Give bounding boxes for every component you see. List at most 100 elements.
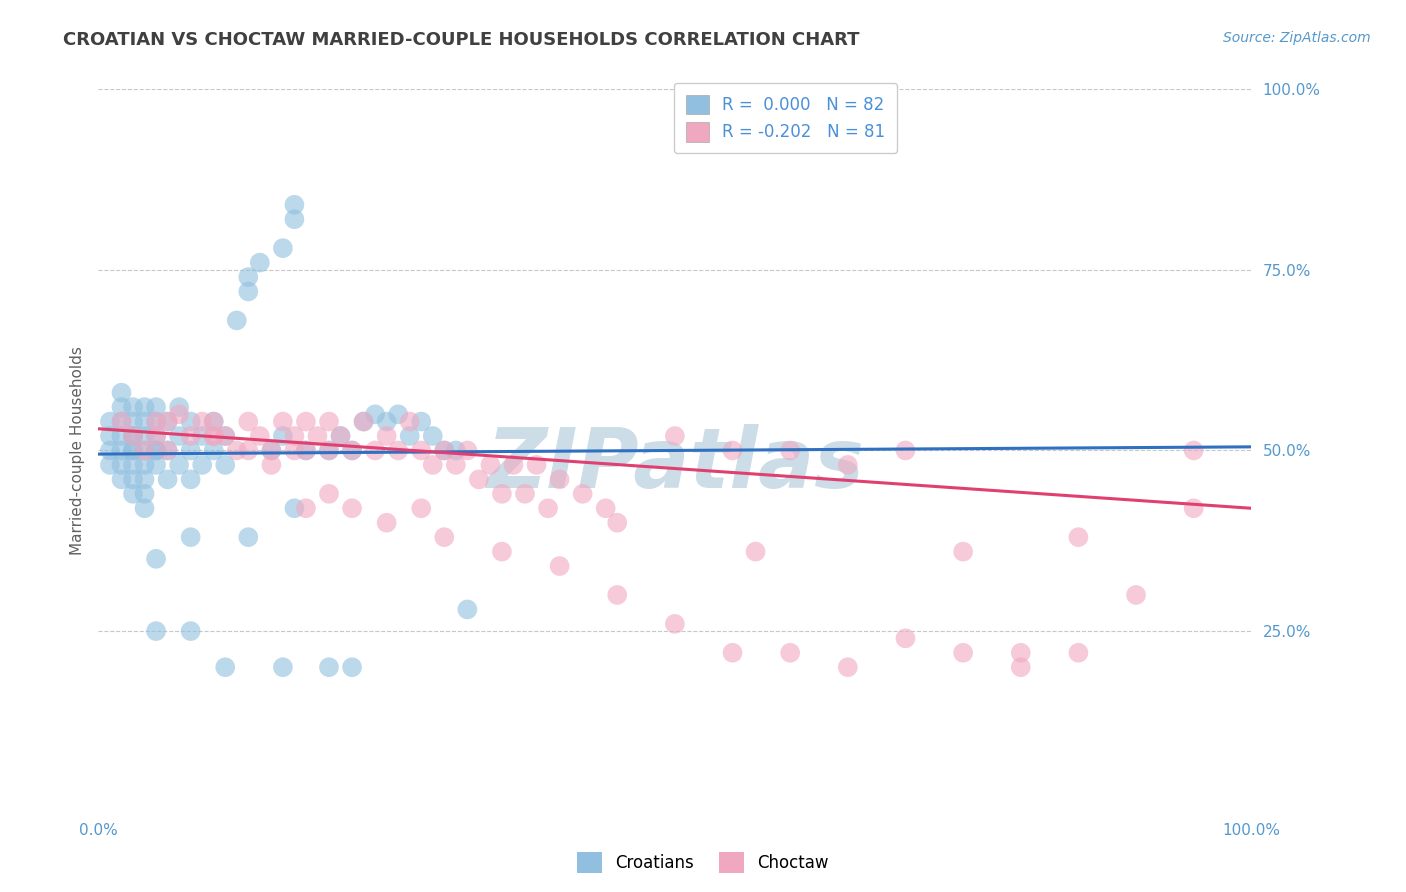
Point <box>110 385 132 400</box>
Point <box>318 443 340 458</box>
Point <box>202 443 225 458</box>
Point <box>180 530 202 544</box>
Point <box>779 443 801 458</box>
Point <box>283 501 305 516</box>
Point <box>110 429 132 443</box>
Point <box>122 429 145 443</box>
Point <box>295 501 318 516</box>
Point <box>238 415 260 429</box>
Point <box>295 443 318 458</box>
Point <box>411 501 433 516</box>
Point <box>295 415 318 429</box>
Point <box>952 646 974 660</box>
Point <box>411 443 433 458</box>
Point <box>238 285 260 299</box>
Point <box>283 443 305 458</box>
Point <box>387 443 409 458</box>
Point <box>225 313 247 327</box>
Point <box>202 429 225 443</box>
Point <box>548 559 571 574</box>
Point <box>249 255 271 269</box>
Point <box>1010 660 1032 674</box>
Point <box>433 443 456 458</box>
Point <box>837 660 859 674</box>
Point <box>145 624 167 639</box>
Point <box>134 429 156 443</box>
Point <box>110 443 132 458</box>
Legend: R =  0.000   N = 82, R = -0.202   N = 81: R = 0.000 N = 82, R = -0.202 N = 81 <box>673 83 897 153</box>
Point <box>167 407 190 421</box>
Point <box>238 443 260 458</box>
Point <box>156 415 179 429</box>
Point <box>571 487 593 501</box>
Point <box>202 429 225 443</box>
Point <box>122 443 145 458</box>
Point <box>202 415 225 429</box>
Point <box>398 429 420 443</box>
Point <box>214 660 236 674</box>
Point <box>491 487 513 501</box>
Legend: Croatians, Choctaw: Croatians, Choctaw <box>571 846 835 880</box>
Point <box>606 588 628 602</box>
Point <box>145 415 167 429</box>
Point <box>664 429 686 443</box>
Point <box>952 544 974 558</box>
Point <box>110 415 132 429</box>
Point <box>134 443 156 458</box>
Point <box>456 443 478 458</box>
Point <box>98 429 121 443</box>
Point <box>134 415 156 429</box>
Point <box>526 458 548 472</box>
Point <box>98 443 121 458</box>
Point <box>307 429 329 443</box>
Point <box>145 429 167 443</box>
Point <box>444 443 467 458</box>
Point <box>214 429 236 443</box>
Point <box>329 429 352 443</box>
Point <box>595 501 617 516</box>
Text: ZIPatlas: ZIPatlas <box>486 425 863 506</box>
Point <box>664 616 686 631</box>
Point <box>167 400 190 414</box>
Point <box>433 443 456 458</box>
Point <box>271 241 294 255</box>
Point <box>145 400 167 414</box>
Point <box>134 501 156 516</box>
Point <box>180 415 202 429</box>
Point <box>122 429 145 443</box>
Point <box>894 443 917 458</box>
Point <box>156 415 179 429</box>
Point <box>721 443 744 458</box>
Point <box>238 270 260 285</box>
Point <box>444 458 467 472</box>
Point <box>364 443 387 458</box>
Point <box>340 501 363 516</box>
Point <box>180 443 202 458</box>
Point <box>548 472 571 486</box>
Point <box>145 551 167 566</box>
Point <box>1182 501 1205 516</box>
Point <box>318 443 340 458</box>
Point <box>721 646 744 660</box>
Point <box>122 443 145 458</box>
Point <box>260 443 283 458</box>
Point <box>145 458 167 472</box>
Point <box>110 415 132 429</box>
Point <box>1010 646 1032 660</box>
Point <box>122 400 145 414</box>
Point <box>145 443 167 458</box>
Point <box>167 429 190 443</box>
Point <box>180 472 202 486</box>
Point <box>134 400 156 414</box>
Point <box>779 646 801 660</box>
Point <box>134 472 156 486</box>
Point <box>98 415 121 429</box>
Point <box>411 415 433 429</box>
Point <box>122 415 145 429</box>
Point <box>271 415 294 429</box>
Point <box>283 429 305 443</box>
Point <box>260 443 283 458</box>
Point <box>329 429 352 443</box>
Point <box>422 458 444 472</box>
Point <box>468 472 491 486</box>
